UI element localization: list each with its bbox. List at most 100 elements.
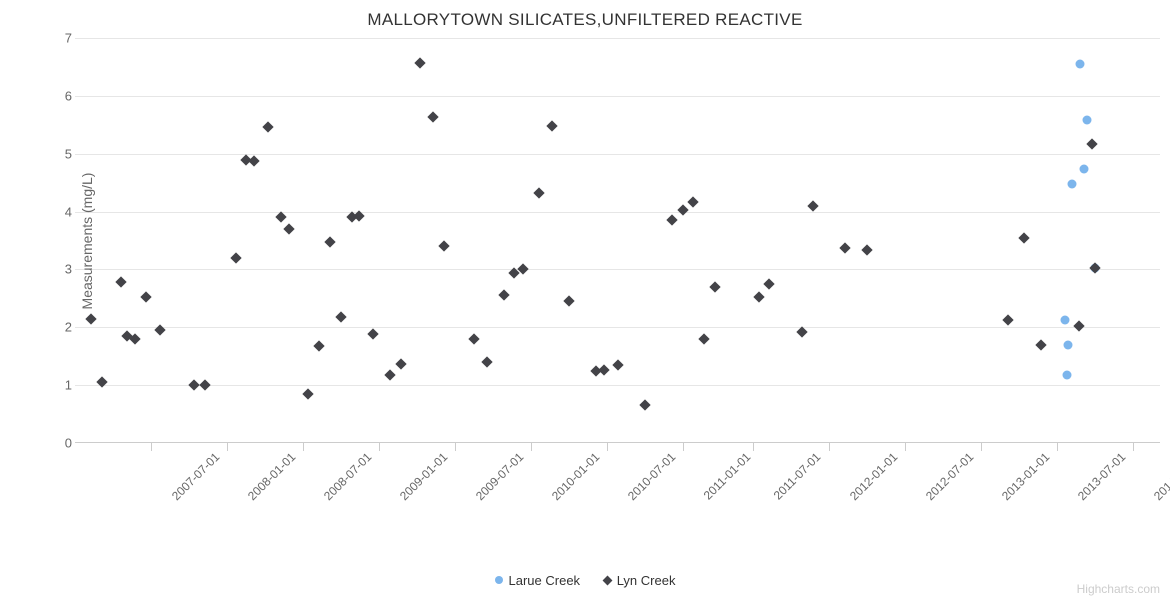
lyn-creek-point-20[interactable] xyxy=(355,212,363,220)
lyn-creek-point-42[interactable] xyxy=(700,335,708,343)
ytick-3: 3 xyxy=(47,262,72,277)
gridline-2 xyxy=(75,327,1160,328)
lyn-creek-point-50[interactable] xyxy=(1004,316,1012,324)
xtick-2 xyxy=(303,443,304,451)
lyn-creek-point-32[interactable] xyxy=(535,189,543,197)
lyn-creek-point-30[interactable] xyxy=(510,269,518,277)
xtick-label-13: 2014-01-01 xyxy=(1151,450,1170,503)
legend-label-larue-creek: Larue Creek xyxy=(509,573,581,588)
lyn-creek-point-27[interactable] xyxy=(470,335,478,343)
larue-creek-point-0[interactable] xyxy=(1075,60,1084,69)
xtick-label-10: 2012-07-01 xyxy=(923,450,976,503)
gridline-4 xyxy=(75,212,1160,213)
lyn-creek-point-31[interactable] xyxy=(519,265,527,273)
xtick-4 xyxy=(455,443,456,451)
xtick-13 xyxy=(1133,443,1134,451)
lyn-creek-point-34[interactable] xyxy=(565,297,573,305)
lyn-creek-point-43[interactable] xyxy=(711,283,719,291)
lyn-creek-point-40[interactable] xyxy=(679,206,687,214)
lyn-creek-point-18[interactable] xyxy=(337,313,345,321)
lyn-creek-point-49[interactable] xyxy=(863,246,871,254)
lyn-creek-point-53[interactable] xyxy=(1075,322,1083,330)
xtick-label-1: 2008-01-01 xyxy=(245,450,298,503)
lyn-creek-point-25[interactable] xyxy=(429,113,437,121)
lyn-creek-point-54[interactable] xyxy=(1088,140,1096,148)
lyn-creek-point-11[interactable] xyxy=(250,157,258,165)
lyn-creek-point-46[interactable] xyxy=(798,328,806,336)
lyn-creek-point-44[interactable] xyxy=(755,293,763,301)
lyn-creek-point-0[interactable] xyxy=(87,315,95,323)
axis-baseline xyxy=(75,442,1160,443)
lyn-creek-point-33[interactable] xyxy=(548,122,556,130)
lyn-creek-icon xyxy=(602,576,612,586)
lyn-creek-point-5[interactable] xyxy=(142,293,150,301)
plot-area: 7 6 5 4 3 2 1 0 Measurements (mg/L) 2007… xyxy=(75,38,1160,443)
xtick-11 xyxy=(981,443,982,451)
xtick-label-0: 2007-07-01 xyxy=(169,450,222,503)
ytick-5: 5 xyxy=(47,146,72,161)
gridline-5 xyxy=(75,154,1160,155)
xtick-label-8: 2011-07-01 xyxy=(771,450,824,503)
larue-creek-point-2[interactable] xyxy=(1080,165,1089,174)
xtick-label-5: 2010-01-01 xyxy=(549,450,602,503)
lyn-creek-point-21[interactable] xyxy=(369,330,377,338)
lyn-creek-point-8[interactable] xyxy=(201,381,209,389)
lyn-creek-point-1[interactable] xyxy=(98,378,106,386)
lyn-creek-point-22[interactable] xyxy=(386,371,394,379)
legend-label-lyn-creek: Lyn Creek xyxy=(617,573,676,588)
lyn-creek-point-36[interactable] xyxy=(600,366,608,374)
lyn-creek-point-38[interactable] xyxy=(641,401,649,409)
lyn-creek-point-39[interactable] xyxy=(668,216,676,224)
larue-creek-point-7[interactable] xyxy=(1063,340,1072,349)
larue-creek-point-6[interactable] xyxy=(1060,316,1069,325)
xtick-9 xyxy=(829,443,830,451)
xtick-label-4: 2009-07-01 xyxy=(473,450,526,503)
lyn-creek-point-16[interactable] xyxy=(315,342,323,350)
larue-creek-point-3[interactable] xyxy=(1068,180,1077,189)
xtick-label-2: 2008-07-01 xyxy=(321,450,374,503)
lyn-creek-point-15[interactable] xyxy=(304,390,312,398)
xtick-6 xyxy=(607,443,608,451)
xtick-7 xyxy=(683,443,684,451)
lyn-creek-point-37[interactable] xyxy=(614,361,622,369)
lyn-creek-point-26[interactable] xyxy=(440,242,448,250)
lyn-creek-point-55[interactable] xyxy=(1091,264,1099,272)
lyn-creek-point-13[interactable] xyxy=(277,213,285,221)
lyn-creek-point-7[interactable] xyxy=(190,381,198,389)
xtick-label-9: 2012-01-01 xyxy=(847,450,900,503)
lyn-creek-point-12[interactable] xyxy=(264,123,272,131)
xtick-label-7: 2011-01-01 xyxy=(700,450,753,503)
lyn-creek-point-47[interactable] xyxy=(809,202,817,210)
ytick-7: 7 xyxy=(47,31,72,46)
xtick-label-6: 2010-07-01 xyxy=(625,450,678,503)
lyn-creek-point-48[interactable] xyxy=(841,244,849,252)
lyn-creek-point-9[interactable] xyxy=(232,254,240,262)
lyn-creek-point-28[interactable] xyxy=(483,358,491,366)
lyn-creek-point-51[interactable] xyxy=(1020,234,1028,242)
legend-item-larue-creek[interactable]: Larue Creek xyxy=(495,573,581,588)
lyn-creek-point-17[interactable] xyxy=(326,238,334,246)
xtick-1 xyxy=(227,443,228,451)
lyn-creek-point-23[interactable] xyxy=(397,360,405,368)
larue-creek-point-4[interactable] xyxy=(1062,370,1071,379)
xtick-12 xyxy=(1057,443,1058,451)
lyn-creek-point-2[interactable] xyxy=(117,278,125,286)
gridline-1 xyxy=(75,385,1160,386)
lyn-creek-point-45[interactable] xyxy=(765,280,773,288)
lyn-creek-point-24[interactable] xyxy=(416,59,424,67)
ytick-4: 4 xyxy=(47,204,72,219)
lyn-creek-point-14[interactable] xyxy=(285,225,293,233)
gridline-6 xyxy=(75,96,1160,97)
legend-item-lyn-creek[interactable]: Lyn Creek xyxy=(604,573,676,588)
lyn-creek-point-6[interactable] xyxy=(156,326,164,334)
xtick-3 xyxy=(379,443,380,451)
ytick-1: 1 xyxy=(47,378,72,393)
lyn-creek-point-29[interactable] xyxy=(500,291,508,299)
lyn-creek-point-4[interactable] xyxy=(131,335,139,343)
xtick-5 xyxy=(531,443,532,451)
lyn-creek-point-41[interactable] xyxy=(689,198,697,206)
lyn-creek-point-52[interactable] xyxy=(1037,341,1045,349)
xtick-label-12: 2013-07-01 xyxy=(1075,450,1128,503)
xtick-label-11: 2013-01-01 xyxy=(999,450,1052,503)
larue-creek-point-1[interactable] xyxy=(1083,116,1092,125)
